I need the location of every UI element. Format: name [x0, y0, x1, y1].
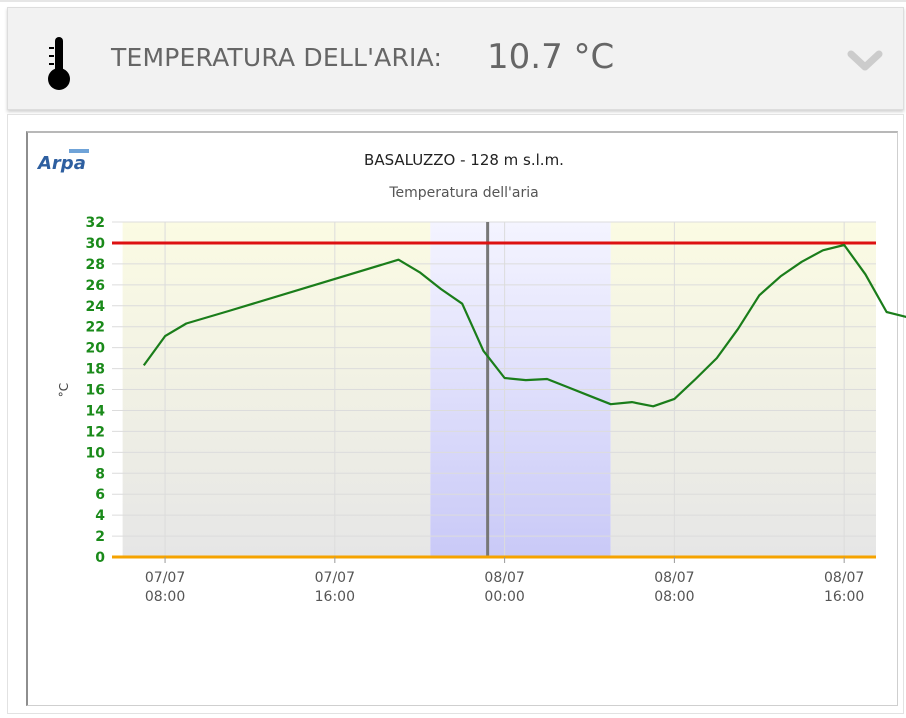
parameter-label: TEMPERATURA DELL'ARIA:: [111, 43, 443, 72]
chevron-down-icon[interactable]: [846, 48, 884, 74]
thermometer-icon: [48, 37, 70, 90]
arpa-logo-text: Arpa: [37, 153, 86, 174]
chart-frame: [26, 131, 898, 706]
top-border: [0, 0, 906, 2]
arpa-logo: Arpa: [37, 149, 89, 174]
parameter-value: 10.7 °C: [487, 37, 615, 77]
parameter-header[interactable]: TEMPERATURA DELL'ARIA: 10.7 °C: [7, 7, 904, 110]
